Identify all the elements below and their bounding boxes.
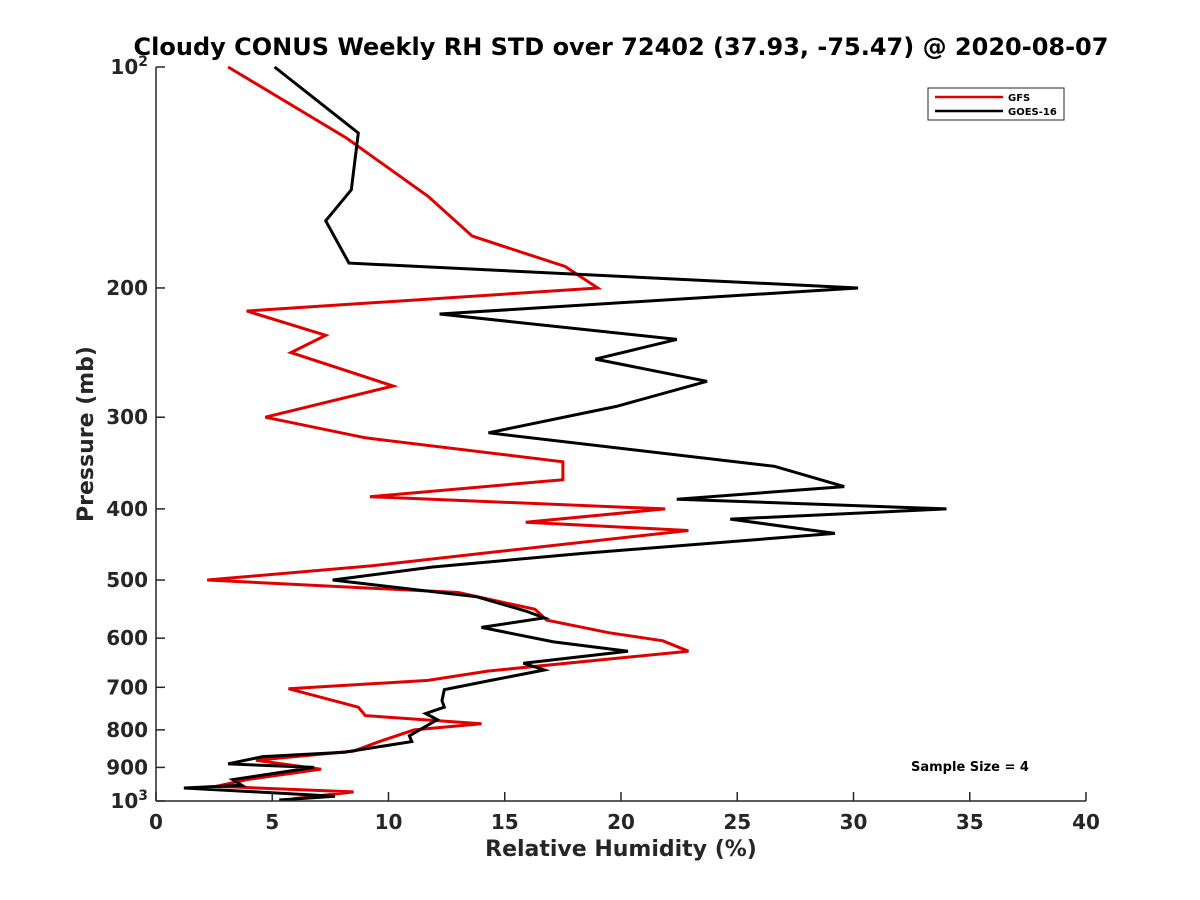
legend-box <box>927 87 1065 121</box>
legend-label: GFS <box>1008 93 1030 104</box>
series-line-goes-16 <box>183 65 947 802</box>
y-axis-ticks: 102 200 300 400 500 600 700 800 900 103 <box>106 54 165 813</box>
x-tick-label: 15 <box>491 810 519 834</box>
y-tick-label: 103 <box>110 788 148 813</box>
x-axis-label: Relative Humidity (%) <box>485 837 757 862</box>
y-tick-label: 200 <box>106 276 148 300</box>
chart-title: Cloudy CONUS Weekly RH STD over 72402 (3… <box>134 33 1109 61</box>
x-tick-label: 40 <box>1072 810 1100 834</box>
y-tick-label: 800 <box>106 718 148 742</box>
y-tick-label: 600 <box>106 626 148 650</box>
x-tick-label: 5 <box>265 810 279 834</box>
series-line-gfs <box>207 65 689 801</box>
x-tick-label: 25 <box>723 810 751 834</box>
x-tick-label: 10 <box>375 810 403 834</box>
y-tick-label: 400 <box>106 497 148 521</box>
y-tick-label: 700 <box>106 675 148 699</box>
y-tick-label: 500 <box>106 568 148 592</box>
plot-area <box>156 67 1086 801</box>
y-tick-label: 900 <box>106 755 148 779</box>
y-tick-label: 300 <box>106 405 148 429</box>
x-tick-label: 0 <box>149 810 163 834</box>
x-axis-ticks: 0 5 10 15 20 25 30 35 40 <box>149 792 1100 834</box>
x-tick-label: 35 <box>956 810 984 834</box>
legend: GFS GOES-16 <box>927 87 1065 121</box>
x-tick-label: 30 <box>840 810 868 834</box>
y-tick-label: 102 <box>110 54 148 79</box>
sample-size-annotation: Sample Size = 4 <box>911 760 1029 775</box>
y-axis-label: Pressure (mb) <box>74 346 99 522</box>
series-layer <box>183 65 947 802</box>
legend-label: GOES-16 <box>1008 107 1057 118</box>
x-tick-label: 20 <box>607 810 635 834</box>
